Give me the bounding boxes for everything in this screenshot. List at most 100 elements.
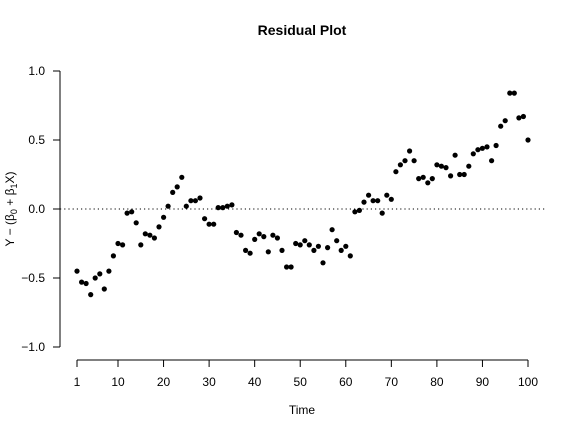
data-point xyxy=(425,180,431,186)
data-point xyxy=(329,227,335,233)
data-point xyxy=(356,207,362,213)
data-point xyxy=(338,247,344,253)
chart-title: Residual Plot xyxy=(258,22,347,38)
data-point xyxy=(224,203,230,209)
data-point xyxy=(92,275,98,281)
data-point xyxy=(124,210,130,216)
data-point xyxy=(243,247,249,253)
x-tick-label: 60 xyxy=(339,375,353,389)
data-point xyxy=(293,240,299,247)
data-point xyxy=(288,264,294,270)
data-point xyxy=(388,196,394,202)
data-point xyxy=(402,158,408,164)
data-point xyxy=(211,221,217,227)
data-point xyxy=(284,264,290,270)
data-point xyxy=(165,203,171,209)
data-point xyxy=(475,147,481,153)
data-point xyxy=(156,224,162,230)
y-tick-label: 0.5 xyxy=(28,133,45,147)
data-point xyxy=(511,90,517,96)
data-point xyxy=(502,118,508,124)
x-tick-label: 40 xyxy=(248,375,262,389)
data-point xyxy=(120,242,126,248)
data-point xyxy=(452,152,458,158)
data-point xyxy=(88,292,94,298)
data-point xyxy=(279,247,285,253)
data-point xyxy=(516,115,522,121)
data-point xyxy=(197,195,203,201)
x-tick-label: 80 xyxy=(430,375,444,389)
data-point xyxy=(179,174,185,180)
data-point xyxy=(174,184,180,190)
data-point xyxy=(265,249,271,255)
data-point xyxy=(375,198,381,204)
x-ticks: 1 10 20 30 40 50 60 70 80 90 100 xyxy=(74,360,538,389)
y-axis-label: Y − (β0 + β1X) xyxy=(3,172,19,247)
data-point xyxy=(274,235,280,241)
data-point xyxy=(457,171,463,178)
data-point xyxy=(411,158,417,164)
data-point xyxy=(347,253,353,259)
data-point xyxy=(438,163,444,169)
data-point xyxy=(325,245,331,251)
data-point xyxy=(479,145,485,151)
data-point xyxy=(370,198,376,204)
data-point xyxy=(366,192,372,198)
data-point xyxy=(252,236,258,242)
data-point xyxy=(507,90,513,96)
data-point xyxy=(397,162,403,168)
data-point xyxy=(161,214,167,220)
data-point xyxy=(220,205,226,211)
data-point xyxy=(443,165,449,171)
y-tick-label: 0.0 xyxy=(28,202,45,216)
data-points xyxy=(74,90,531,298)
data-point xyxy=(74,268,80,274)
data-point xyxy=(416,176,422,182)
data-point xyxy=(302,238,308,244)
data-point xyxy=(393,169,399,175)
data-point xyxy=(247,250,253,256)
data-point xyxy=(183,203,189,209)
x-tick-label: 20 xyxy=(157,375,171,389)
data-point xyxy=(525,137,531,143)
data-point xyxy=(206,221,212,227)
data-point xyxy=(129,209,135,215)
data-point xyxy=(343,243,349,249)
x-tick-label: 30 xyxy=(202,375,216,389)
data-point xyxy=(315,243,321,249)
data-point xyxy=(142,231,148,237)
data-point xyxy=(461,171,467,178)
data-point xyxy=(83,280,89,287)
data-point xyxy=(233,229,239,236)
data-point xyxy=(101,286,107,292)
data-point xyxy=(384,192,390,198)
data-point xyxy=(147,232,153,238)
x-tick-label: 10 xyxy=(111,375,125,389)
data-point xyxy=(420,174,426,180)
x-tick-label: 90 xyxy=(476,375,490,389)
data-point xyxy=(320,260,326,266)
data-point xyxy=(297,242,303,248)
y-tick-label: 1.0 xyxy=(28,64,45,78)
y-tick-label: −0.5 xyxy=(21,271,45,285)
data-point xyxy=(256,231,262,237)
data-point xyxy=(170,189,176,195)
data-point xyxy=(379,210,385,216)
x-tick-label: 70 xyxy=(385,375,399,389)
data-point xyxy=(361,199,367,205)
data-point xyxy=(311,247,317,253)
data-point xyxy=(97,271,103,277)
data-point xyxy=(352,209,358,215)
data-point xyxy=(261,234,267,240)
data-point xyxy=(202,216,208,222)
data-point xyxy=(110,253,116,259)
data-point xyxy=(270,232,276,238)
data-point xyxy=(115,240,121,247)
data-point xyxy=(106,268,112,274)
data-point xyxy=(448,173,454,179)
data-point xyxy=(215,205,221,211)
y-tick-label: −1.0 xyxy=(21,340,45,354)
x-tick-label: 1 xyxy=(74,375,81,389)
data-point xyxy=(306,242,312,248)
